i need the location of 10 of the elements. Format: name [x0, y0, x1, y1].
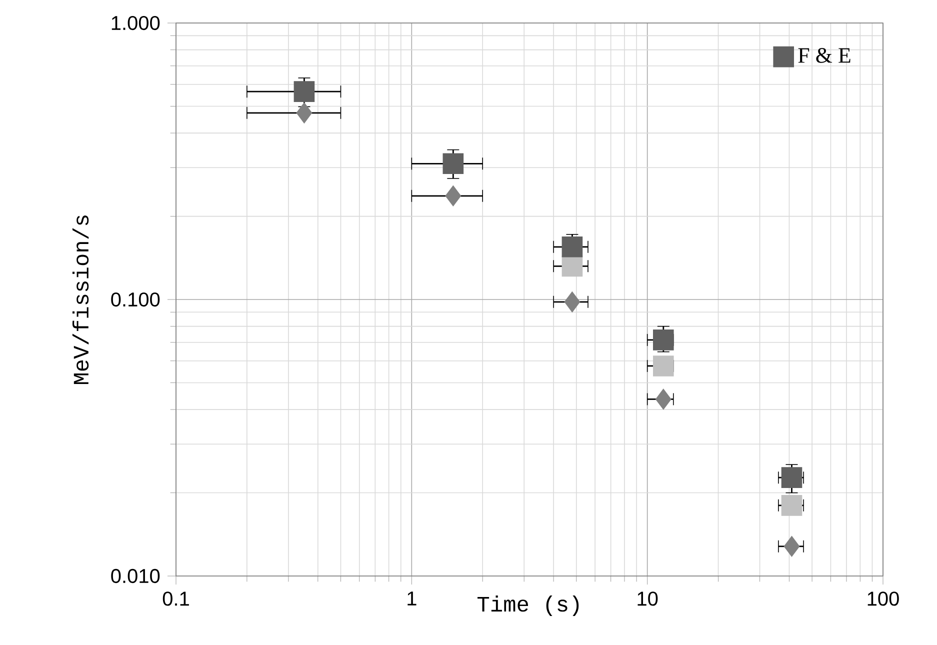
y-tick-label: 1.000 [112, 16, 160, 30]
y-tick-label: 0.010 [111, 568, 160, 584]
x-tick-label: 100 [868, 592, 899, 606]
x-tick-label: 1 [408, 592, 416, 606]
x-tick-label: 10 [638, 592, 658, 606]
x-axis-title: Time (s) [478, 596, 579, 616]
x-tick-label: 0.1 [162, 592, 189, 606]
legend-label: F & E [798, 48, 850, 63]
y-axis-title: MeV/fission/s [72, 216, 89, 384]
y-tick-label: 0.100 [111, 292, 160, 307]
